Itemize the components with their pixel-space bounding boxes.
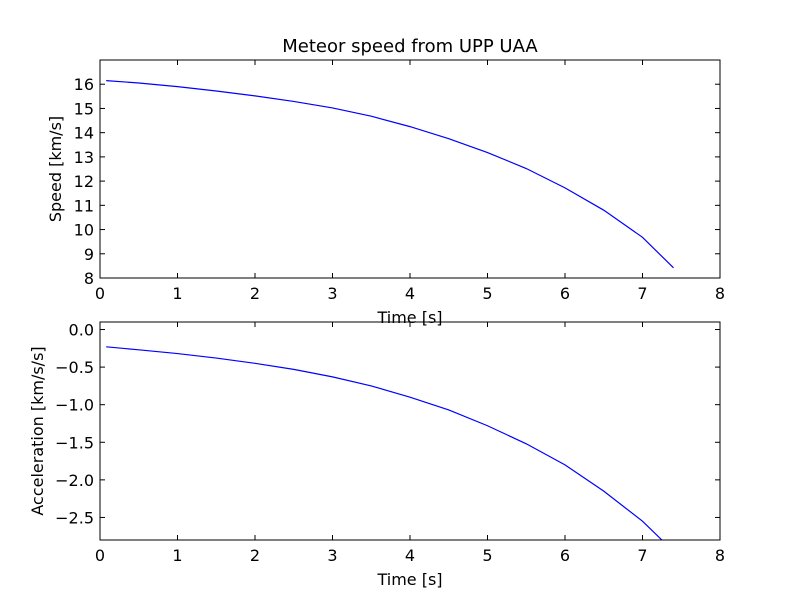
acceleration-y-axis-label: Acceleration [km/s/s] [28,346,47,515]
speed-xtick-label: 6 [560,284,570,303]
speed-xtick-label: 2 [250,284,260,303]
speed-ytick-label: 12 [74,172,94,191]
acceleration-xtick-label: 6 [560,546,570,565]
acceleration-xtick-label: 1 [172,546,182,565]
acceleration-ytick-label: −1.0 [55,396,94,415]
acceleration-ytick-label: 0.0 [69,321,94,340]
speed-ytick-label: 14 [74,124,94,143]
speed-y-axis-label: Speed [km/s] [46,116,65,222]
acceleration-xtick-label: 5 [482,546,492,565]
speed-ytick-label: 16 [74,75,94,94]
acceleration-xtick-label: 7 [637,546,647,565]
speed-xtick-label: 3 [327,284,337,303]
acceleration-plot: 0 1 2 3 4 5 6 7 8 0.0 −0.5 −1.0 −1.5 −2.0 −2.5 Time [s]… [28,321,725,589]
speed-ytick-label: 8 [84,269,94,288]
speed-ytick-label: 11 [74,196,94,215]
speed-ytick-label: 13 [74,148,94,167]
speed-xtick-label: 4 [405,284,415,303]
acceleration-series-line-0 [106,346,663,540]
speed-ytick-label: 10 [74,221,94,240]
acceleration-ytick-label: −2.0 [55,471,94,490]
acceleration-xtick-label: 0 [95,546,105,565]
acceleration-ytick-label: −1.5 [55,433,94,452]
speed-xtick-label: 1 [172,284,182,303]
speed-ytick-label: 9 [84,245,94,264]
speed-xtick-label: 7 [637,284,647,303]
speed-chart-title: Meteor speed from UPP UAA [282,36,538,57]
speed-xtick-label: 5 [482,284,492,303]
acceleration-xtick-label: 8 [715,546,725,565]
acceleration-ytick-label: −0.5 [55,358,94,377]
acceleration-xtick-label: 3 [327,546,337,565]
speed-ytick-label: 15 [74,99,94,118]
acceleration-ytick-label: −2.5 [55,508,94,527]
acceleration-x-axis-label: Time [s] [376,570,442,589]
speed-series-line-0 [106,79,674,269]
acceleration-xtick-label: 2 [250,546,260,565]
speed-xtick-label: 0 [95,284,105,303]
speed-xtick-label: 8 [715,284,725,303]
acceleration-xtick-label: 4 [405,546,415,565]
